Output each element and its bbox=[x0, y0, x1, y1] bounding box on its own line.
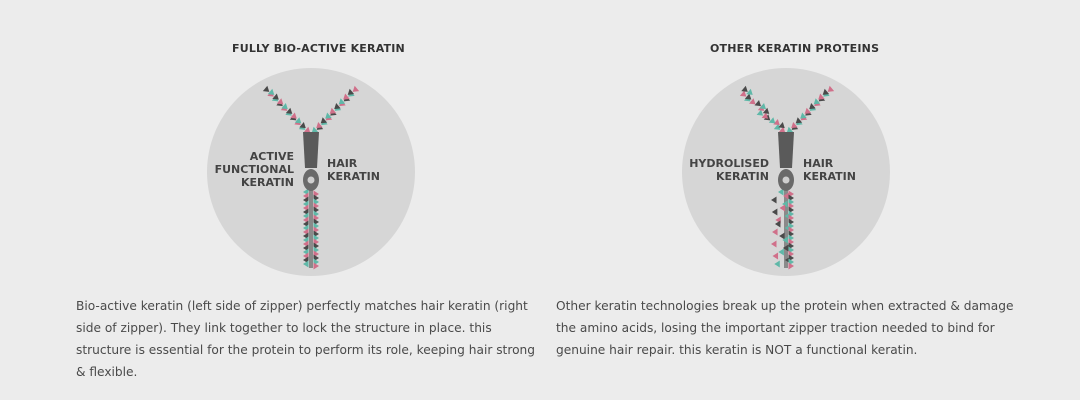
zipper-tooth bbox=[778, 188, 784, 196]
right-zipper-diagram bbox=[682, 68, 890, 276]
zipper-tooth bbox=[774, 260, 780, 268]
zipper-tooth bbox=[759, 102, 766, 110]
zipper-tooth bbox=[343, 93, 350, 100]
zipper-spine bbox=[309, 190, 313, 268]
zipper-tooth bbox=[320, 117, 328, 124]
right-zipper-pull-tab bbox=[778, 132, 794, 168]
zipper-tooth bbox=[761, 112, 769, 119]
left-caption: Bio-active keratin (left side of zipper)… bbox=[76, 299, 535, 379]
right-hair-label-line-1: HAIR bbox=[803, 157, 834, 170]
zipper-spine bbox=[784, 190, 788, 268]
zipper-tooth bbox=[290, 112, 297, 119]
zipper-tooth bbox=[294, 117, 302, 124]
left-hair-label-line-2: KERATIN bbox=[327, 170, 380, 183]
zipper-tooth bbox=[281, 102, 288, 110]
zipper-tooth bbox=[272, 93, 279, 100]
left-panel: FULLY BIO-ACTIVE KERATIN ACTIVE FUNCTION… bbox=[76, 42, 535, 379]
right-caption: Other keratin technologies break up the … bbox=[556, 299, 1014, 357]
zipper-tooth bbox=[325, 112, 332, 119]
zipper-tooth bbox=[313, 262, 319, 270]
right-zipper-slider bbox=[778, 132, 794, 191]
zipper-tooth bbox=[774, 220, 781, 228]
zipper-tooth bbox=[779, 204, 786, 212]
zipper-tooth bbox=[813, 98, 821, 105]
zipper-tooth bbox=[352, 85, 360, 92]
left-hair-label-line-1: HAIR bbox=[327, 157, 358, 170]
zipper-tooth bbox=[311, 126, 319, 133]
left-zipper-teeth bbox=[262, 85, 360, 270]
zipper-tooth bbox=[338, 98, 346, 105]
zipper-tooth bbox=[276, 98, 284, 105]
zipper-tooth bbox=[779, 232, 785, 240]
zipper-tooth bbox=[809, 102, 816, 110]
zipper-tooth bbox=[782, 200, 788, 208]
zipper-tooth bbox=[800, 112, 807, 119]
zipper-tooth bbox=[822, 88, 830, 95]
zipper-tooth bbox=[285, 107, 293, 114]
zipper-tooth bbox=[303, 260, 309, 268]
zipper-tooth bbox=[316, 121, 323, 129]
right-label-hydrolised-keratin: HYDROLISED KERATIN bbox=[685, 157, 769, 183]
zipper-tooth bbox=[267, 88, 275, 95]
zipper-tooth bbox=[347, 88, 355, 95]
right-label-hair-keratin: HAIR KERATIN bbox=[803, 157, 856, 183]
zipper-tooth bbox=[771, 196, 777, 204]
left-label-hair-keratin: HAIR KERATIN bbox=[327, 157, 380, 183]
left-label-active-keratin: ACTIVE FUNCTIONAL KERATIN bbox=[200, 150, 294, 189]
right-label-line-1: HYDROLISED bbox=[689, 157, 769, 170]
left-label-line-2: FUNCTIONAL bbox=[214, 163, 294, 176]
zipper-tooth bbox=[771, 240, 777, 248]
left-zipper-pull-tab bbox=[303, 132, 319, 168]
zipper-tooth bbox=[299, 121, 306, 129]
left-zipper-slider bbox=[303, 132, 319, 191]
left-label-line-3: KERATIN bbox=[241, 176, 294, 189]
right-diagram-title: OTHER KERATIN PROTEINS bbox=[710, 42, 880, 55]
zipper-tooth bbox=[768, 117, 776, 124]
left-diagram-title: FULLY BIO-ACTIVE KERATIN bbox=[232, 42, 405, 55]
zipper-tooth bbox=[334, 102, 341, 110]
zipper-tooth bbox=[778, 121, 785, 129]
zipper-tooth bbox=[754, 99, 761, 107]
right-zipper-pull-ring bbox=[782, 176, 790, 184]
zipper-tooth bbox=[771, 208, 778, 216]
zipper-tooth bbox=[772, 228, 778, 236]
zipper-tooth bbox=[773, 123, 781, 130]
zipper-tooth bbox=[788, 262, 794, 270]
zipper-tooth bbox=[818, 93, 825, 100]
right-zipper-teeth bbox=[739, 85, 835, 270]
right-panel: OTHER KERATIN PROTEINS HYDROLISED KERATI… bbox=[540, 0, 1080, 400]
zipper-tooth bbox=[804, 107, 812, 114]
zipper-tooth bbox=[744, 93, 752, 100]
zipper-tooth bbox=[262, 85, 270, 92]
zipper-tooth bbox=[795, 117, 803, 124]
zipper-tooth bbox=[782, 244, 789, 252]
zipper-tooth bbox=[791, 121, 798, 129]
zipper-tooth bbox=[786, 126, 794, 133]
zipper-tooth bbox=[782, 236, 788, 244]
zipper-tooth bbox=[762, 107, 770, 114]
zipper-tooth bbox=[778, 248, 784, 256]
right-label-line-2: KERATIN bbox=[716, 170, 769, 183]
zipper-tooth bbox=[778, 126, 786, 133]
left-zipper-pull-ring bbox=[307, 176, 315, 184]
zipper-tooth bbox=[773, 118, 780, 126]
zipper-tooth bbox=[749, 98, 756, 105]
zipper-tooth bbox=[772, 252, 779, 260]
right-hair-label-line-2: KERATIN bbox=[803, 170, 856, 183]
zipper-tooth bbox=[741, 85, 748, 92]
zipper-tooth bbox=[756, 109, 764, 116]
zipper-tooth bbox=[739, 90, 747, 97]
zipper-tooth bbox=[303, 126, 311, 133]
zipper-tooth bbox=[746, 88, 753, 95]
zipper-tooth bbox=[329, 107, 337, 114]
zipper-tooth bbox=[827, 85, 835, 92]
left-label-line-1: ACTIVE bbox=[249, 150, 294, 163]
left-zipper-diagram bbox=[207, 68, 415, 276]
zipper-tooth bbox=[783, 192, 789, 200]
